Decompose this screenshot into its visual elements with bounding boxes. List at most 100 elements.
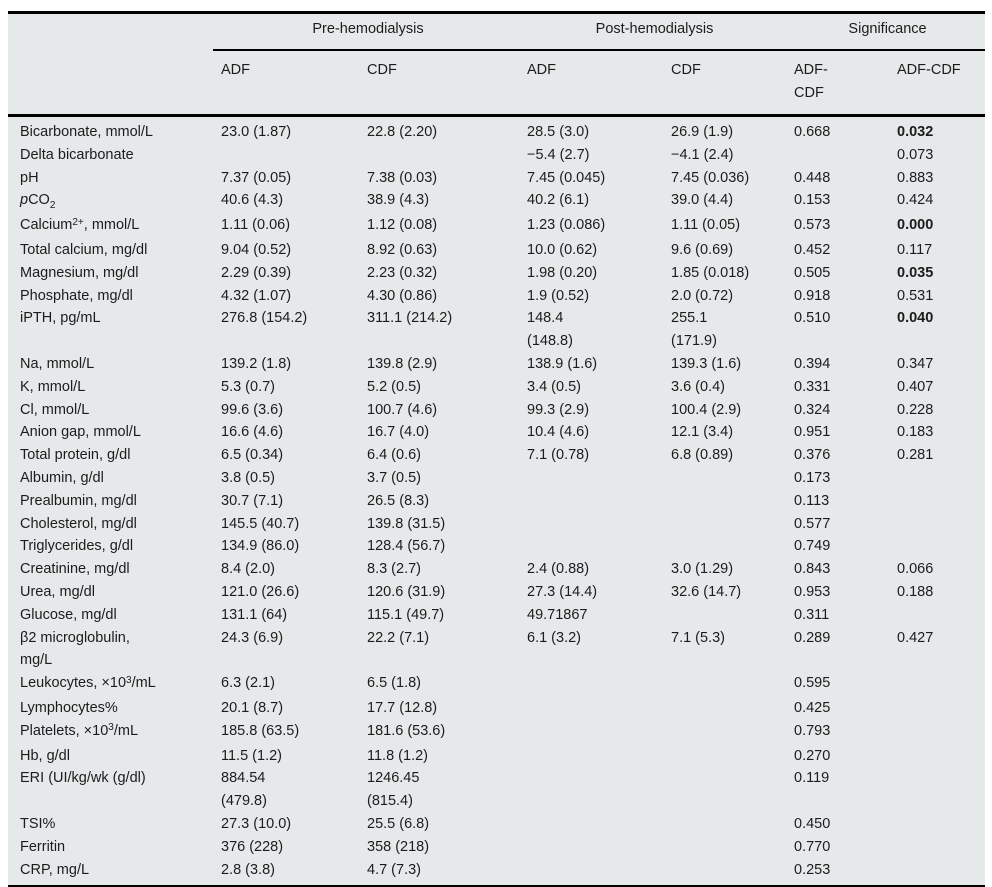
value-cell: −4.1 (2.4) xyxy=(671,146,734,163)
value-cell: 0.347 xyxy=(897,355,934,372)
value-cell xyxy=(663,604,786,627)
value-cell: 40.6 (4.3) xyxy=(221,192,284,209)
value-cell: 5.2 (0.5) xyxy=(367,378,421,395)
value-cell: 4.30 (0.86) xyxy=(367,287,438,304)
row-label: Total calcium, mg/dl xyxy=(20,241,148,258)
table-row: iPTH, pg/mL 276.8 (154.2) 311.1 (214.2) 148… xyxy=(8,307,985,353)
value-cell: 181.6 (53.6) xyxy=(367,722,446,739)
value-cell: 1.11 (0.05) xyxy=(671,217,741,234)
value-cell: 185.8 (63.5) xyxy=(221,722,300,739)
row-label: β2 microglobulin, mg/L xyxy=(20,629,130,669)
table-row: Cl, mmol/L 99.6 (3.6) 100.7 (4.6) 99.3 (2.9… xyxy=(8,399,985,422)
value-cell: 0.425 xyxy=(794,699,831,716)
value-cell: 0.183 xyxy=(897,424,934,441)
value-cell: 0.000 xyxy=(897,217,934,234)
value-cell xyxy=(889,672,985,697)
value-cell: 9.04 (0.52) xyxy=(221,241,292,258)
subheader-corner-cell xyxy=(8,50,213,117)
value-cell xyxy=(663,813,786,836)
value-cell: 100.4 (2.9) xyxy=(671,401,742,418)
value-cell: 134.9 (86.0) xyxy=(221,538,300,555)
value-cell: 26.5 (8.3) xyxy=(367,492,430,509)
value-cell: 0.573 xyxy=(794,217,831,234)
column-subheader: ADF xyxy=(213,50,359,117)
value-cell: 6.3 (2.1) xyxy=(221,675,275,692)
value-cell xyxy=(663,513,786,536)
value-cell: 0.281 xyxy=(897,447,934,464)
column-group-header: Significance xyxy=(786,12,986,51)
value-cell: 1.23 (0.086) xyxy=(527,217,606,234)
value-cell: 0.066 xyxy=(897,561,934,578)
value-cell: 0.035 xyxy=(897,264,934,281)
value-cell: 1.85 (0.018) xyxy=(671,264,750,281)
table-header: Pre-hemodialysis Post-hemodialysis Signifi… xyxy=(8,12,986,117)
value-cell: 2.0 (0.72) xyxy=(671,287,734,304)
value-cell xyxy=(663,490,786,513)
row-label: Prealbumin, mg/dl xyxy=(20,492,137,509)
group-header-row: Pre-hemodialysis Post-hemodialysis Signifi… xyxy=(8,12,986,51)
value-cell: 0.951 xyxy=(794,424,831,441)
value-cell xyxy=(786,144,889,167)
value-cell: 11.8 (1.2) xyxy=(367,747,428,764)
value-cell: 0.228 xyxy=(897,401,934,418)
row-label: pH xyxy=(20,169,39,186)
value-cell: 6.4 (0.6) xyxy=(367,447,421,464)
value-cell: 0.531 xyxy=(897,287,934,304)
row-label: Total protein, g/dl xyxy=(20,447,131,464)
value-cell: 0.117 xyxy=(897,241,933,258)
value-cell: 115.1 (49.7) xyxy=(367,606,445,623)
value-cell: 4.32 (1.07) xyxy=(221,287,292,304)
table-row: pH 7.37 (0.05) 7.38 (0.03) 7.45 (0.045) 7.45… xyxy=(8,167,985,190)
value-cell: 5.3 (0.7) xyxy=(221,378,275,395)
table-row: Prealbumin, mg/dl 30.7 (7.1) 26.5 (8.3) 0.1… xyxy=(8,490,985,513)
row-label: Calcium2+, mmol/L xyxy=(20,216,140,234)
value-cell: 10.0 (0.62) xyxy=(527,241,598,258)
value-cell xyxy=(663,767,786,813)
value-cell: 22.8 (2.20) xyxy=(367,124,438,140)
value-cell: 0.311 xyxy=(794,606,830,623)
value-cell: 0.113 xyxy=(794,492,830,509)
hemodialysis-results-table: Pre-hemodialysis Post-hemodialysis Signifi… xyxy=(8,11,986,887)
value-cell xyxy=(519,467,663,490)
value-cell: 25.5 (6.8) xyxy=(367,815,430,832)
value-cell xyxy=(213,144,359,167)
value-cell: 148.4 (148.8) xyxy=(527,310,573,350)
row-label: Creatinine, mg/dl xyxy=(20,561,130,578)
value-cell xyxy=(889,813,985,836)
table-row: TSI% 27.3 (10.0) 25.5 (6.8) 0.450 xyxy=(8,813,985,836)
row-label: Triglycerides, g/dl xyxy=(20,538,134,555)
value-cell xyxy=(519,672,663,697)
row-label: Anion gap, mmol/L xyxy=(20,424,141,441)
value-cell: 4.7 (7.3) xyxy=(367,861,421,878)
column-subheader: ADF-CDF xyxy=(889,50,986,117)
table-row: Magnesium, mg/dl 2.29 (0.39) 2.23 (0.32) 1.… xyxy=(8,262,985,285)
value-cell: 0.119 xyxy=(794,770,830,787)
row-label: Albumin, g/dl xyxy=(20,469,104,486)
value-cell: 7.37 (0.05) xyxy=(221,169,292,186)
value-cell: 3.7 (0.5) xyxy=(367,469,421,486)
value-cell: 3.8 (0.5) xyxy=(221,469,275,486)
value-cell: 0.188 xyxy=(897,583,934,600)
column-group-header: Post-hemodialysis xyxy=(519,12,787,51)
value-cell: 0.253 xyxy=(794,861,831,878)
value-cell: 2.4 (0.88) xyxy=(527,561,590,578)
table-row: Bicarbonate, mmol/L 23.0 (1.87) 22.8 (2.20… xyxy=(8,116,985,144)
value-cell: 145.5 (40.7) xyxy=(221,515,300,532)
column-subheader: ADF xyxy=(519,50,663,117)
value-cell: 0.173 xyxy=(794,469,831,486)
row-label: Lymphocytes% xyxy=(20,699,118,716)
value-cell xyxy=(889,535,985,558)
value-cell: 120.6 (31.9) xyxy=(367,583,446,600)
value-cell xyxy=(519,720,663,745)
value-cell: 40.2 (6.1) xyxy=(527,192,590,209)
value-cell: 17.7 (12.8) xyxy=(367,699,438,716)
value-cell: 1246.45 (815.4) xyxy=(367,770,420,810)
value-cell: 7.1 (0.78) xyxy=(527,447,590,464)
table-row: Calcium2+, mmol/L 1.11 (0.06) 1.12 (0.08) 1… xyxy=(8,214,985,239)
column-group-header: Pre-hemodialysis xyxy=(213,12,519,51)
row-label: Delta bicarbonate xyxy=(20,146,134,163)
value-cell: −5.4 (2.7) xyxy=(527,146,590,163)
value-cell: 139.8 (31.5) xyxy=(367,515,446,532)
value-cell: 0.883 xyxy=(897,169,934,186)
table-row: Cholesterol, mg/dl 145.5 (40.7) 139.8 (31.… xyxy=(8,513,985,536)
